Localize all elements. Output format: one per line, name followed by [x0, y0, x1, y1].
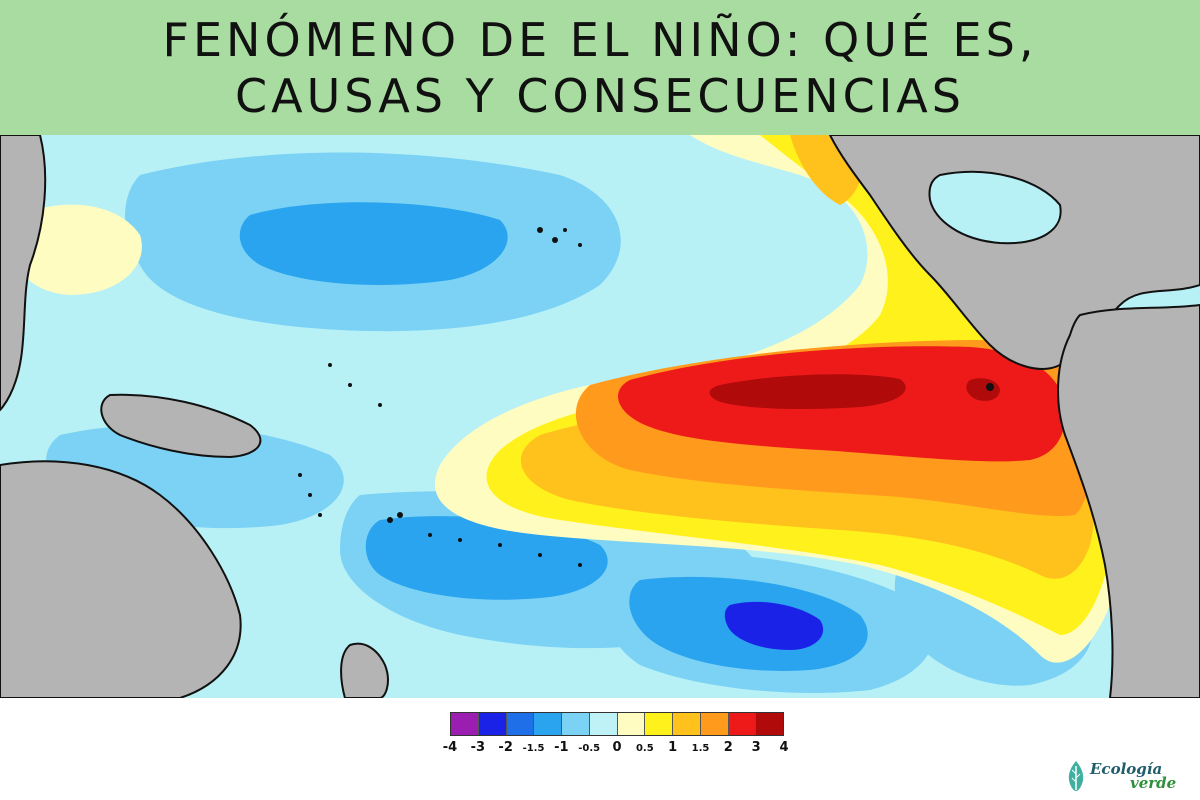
legend-swatch [617, 713, 646, 735]
legend-swatches [450, 712, 784, 736]
legend-swatch [645, 713, 673, 735]
legend-swatch [478, 713, 507, 735]
legend-tick-label: -0.5 [578, 743, 601, 754]
pacific-islands [298, 227, 994, 567]
legend-tick-label: 0 [612, 740, 622, 755]
land-new-guinea [100, 393, 262, 459]
brand-word-2: verde [1130, 774, 1177, 792]
legend-swatch [756, 713, 783, 735]
gulf-water [928, 170, 1062, 245]
color-legend: -4 -3 -2 -1.5 -1 -0.5 0 0.5 1 1.5 2 3 4 [443, 712, 789, 762]
leaf-icon [1068, 761, 1084, 791]
land-new-zealand [340, 642, 389, 698]
legend-tick-label: 2 [723, 740, 733, 755]
legend-swatch [728, 713, 757, 735]
legend-tick-label: -1.5 [522, 743, 545, 754]
title-line-1: FENÓMENO DE EL NIÑO: QUÉ ES, [162, 12, 1038, 67]
legend-tick-label: 1.5 [691, 743, 710, 754]
land-australia [0, 460, 242, 698]
legend-tick-label: 0.5 [635, 743, 654, 754]
map-canvas [0, 135, 1200, 698]
legend-swatch [506, 713, 535, 735]
cool-anomaly-strong [724, 601, 824, 650]
legend-tick-label: 1 [668, 740, 678, 755]
legend-swatch [589, 713, 618, 735]
legend-tick-label: 3 [751, 740, 761, 755]
brand-wordmark: Ecología verde [1090, 760, 1177, 792]
legend-tick-label: -1 [554, 740, 569, 755]
legend-ticks: -4 -3 -2 -1.5 -1 -0.5 0 0.5 1 1.5 2 3 4 [443, 740, 789, 762]
legend-swatch [534, 713, 562, 735]
title-banner: FENÓMENO DE EL NIÑO: QUÉ ES, CAUSAS Y CO… [0, 0, 1200, 135]
legend-tick-label: 4 [779, 740, 789, 755]
sst-anomaly-map [0, 135, 1200, 698]
legend-swatch [673, 713, 701, 735]
brand-logo: Ecología verde [1066, 756, 1196, 796]
legend-tick-label: -2 [498, 740, 513, 755]
land-south-america [1057, 303, 1200, 698]
legend-tick-label: -3 [470, 740, 486, 755]
brand-word-1: Ecología [1090, 760, 1163, 778]
legend-swatch [562, 713, 590, 735]
land-asia [0, 135, 47, 412]
legend-tick-label: -4 [442, 740, 458, 755]
title-line-2: CAUSAS Y CONSECUENCIAS [235, 68, 965, 123]
legend-swatch [451, 713, 479, 735]
legend-swatch [700, 713, 729, 735]
land-masses [0, 135, 1200, 698]
